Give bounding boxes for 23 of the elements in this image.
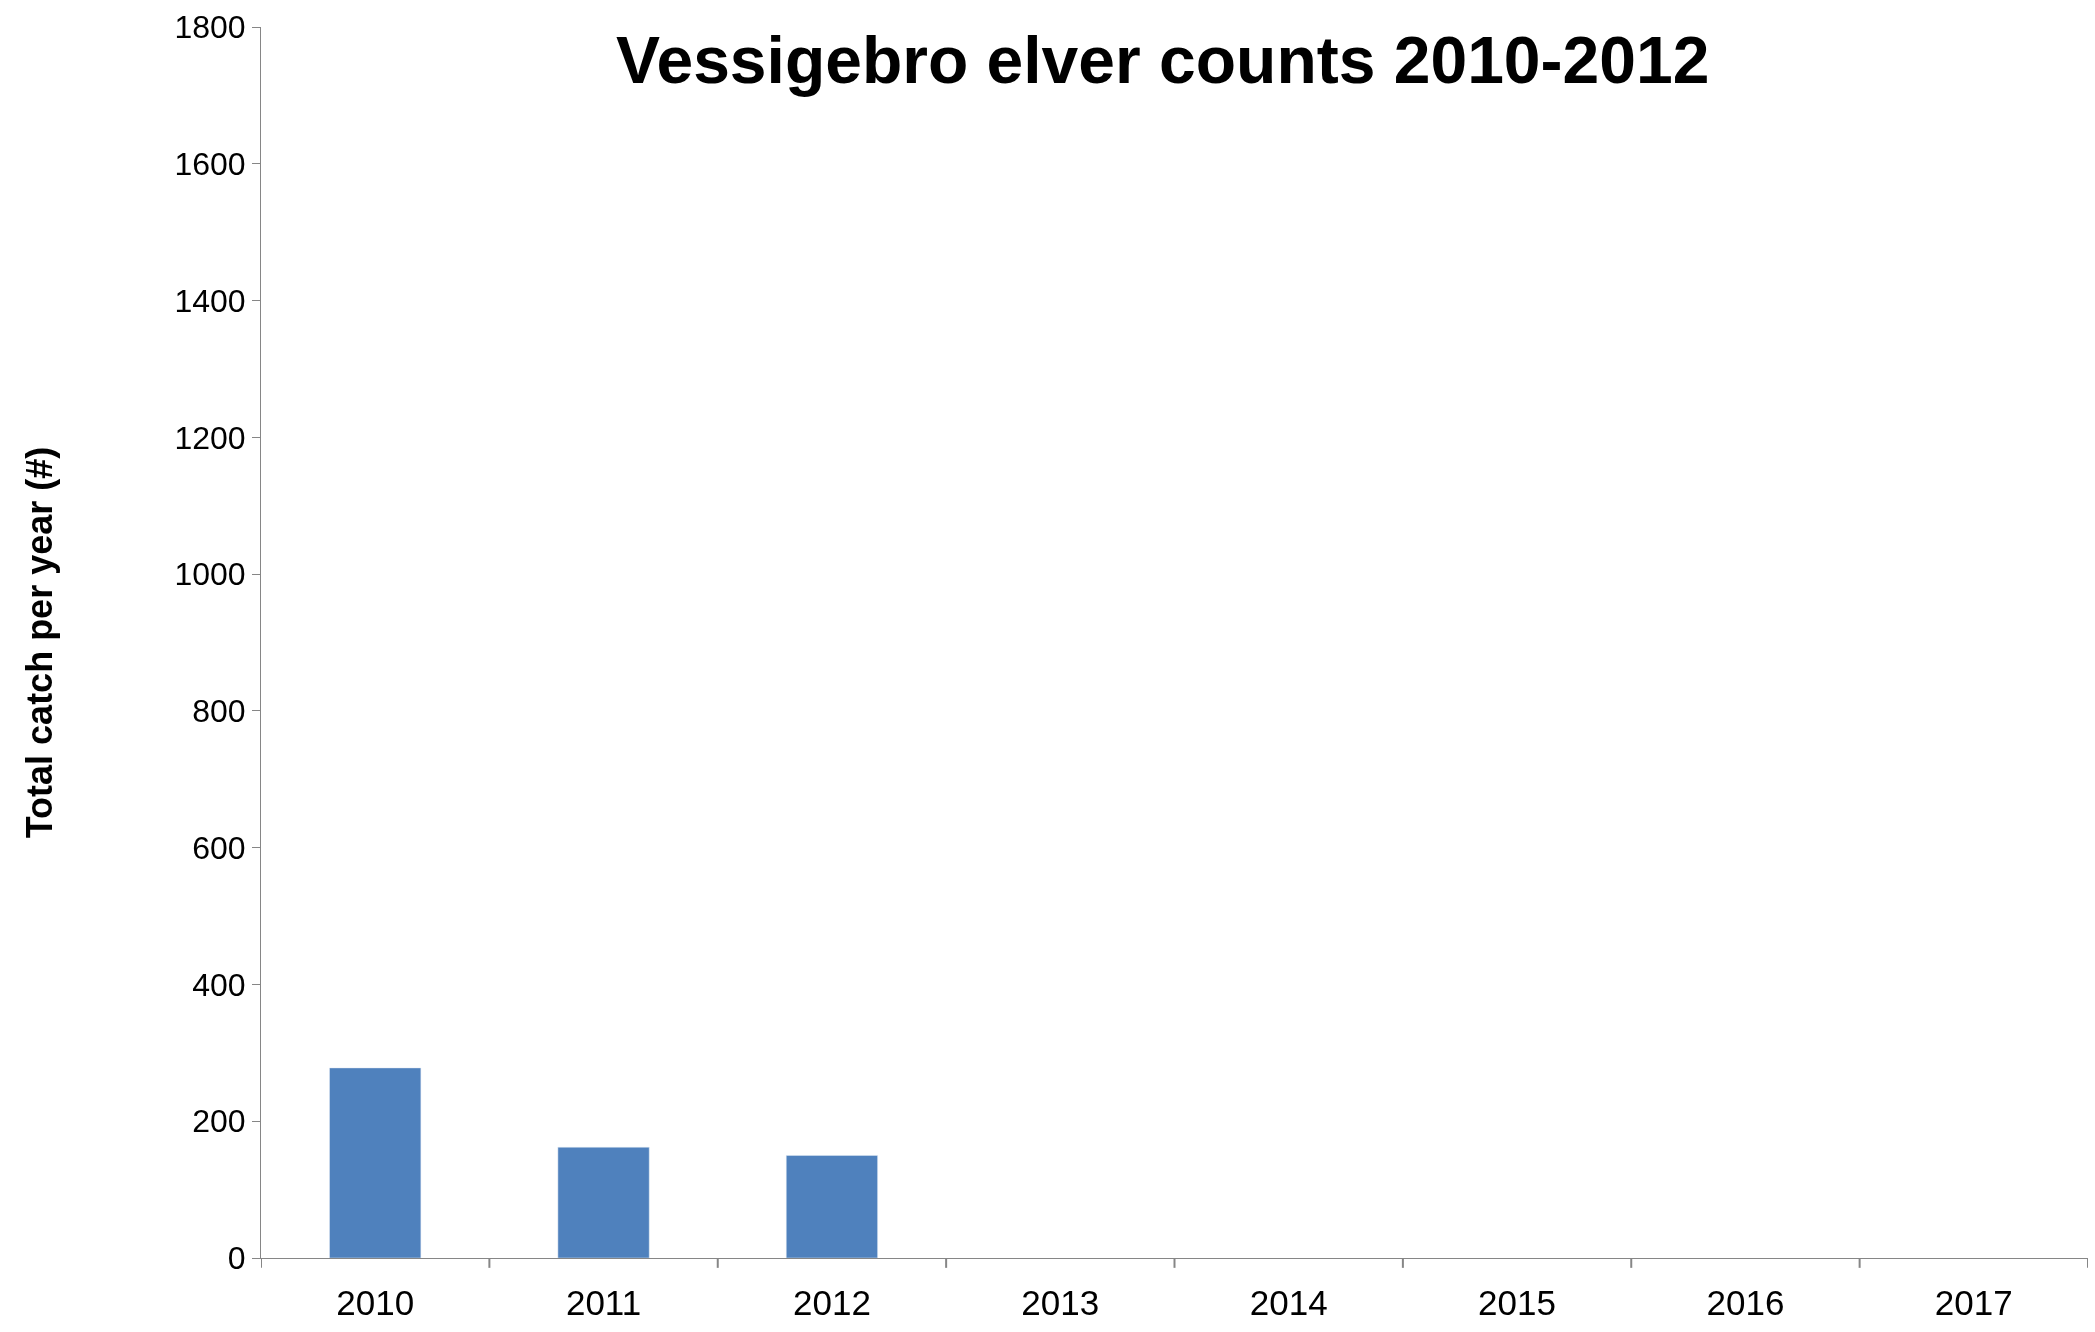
y-tick-label: 1200 [174, 419, 246, 456]
x-tick-label: 2010 [336, 1283, 415, 1322]
y-axis-title: Total catch per year (#) [19, 446, 61, 839]
y-tick-label: 400 [192, 966, 246, 1003]
y-tick-label: 0 [227, 1240, 246, 1277]
y-tick-label: 1400 [174, 282, 246, 319]
y-tick-label: 800 [192, 693, 246, 730]
y-tick-label: 1000 [174, 556, 246, 593]
x-tick-label: 2014 [1249, 1283, 1328, 1322]
y-tick-label: 200 [192, 1103, 246, 1140]
bar [329, 1067, 422, 1258]
bar [786, 1155, 878, 1258]
x-tick-label: 2017 [1934, 1283, 2013, 1322]
x-tick-label: 2012 [793, 1283, 871, 1322]
x-tick-label: 2015 [1478, 1283, 1556, 1322]
x-tick-label: 2011 [565, 1283, 642, 1322]
chart-title: Vessigebro elver counts 2010-2012 [616, 23, 1710, 98]
y-tick-label: 1800 [174, 9, 246, 46]
bar [557, 1146, 650, 1258]
x-tick-label: 2016 [1706, 1283, 1785, 1322]
y-tick-label: 600 [192, 829, 246, 866]
y-tick-label: 1600 [174, 145, 246, 182]
x-tick-label: 2013 [1021, 1283, 1100, 1322]
